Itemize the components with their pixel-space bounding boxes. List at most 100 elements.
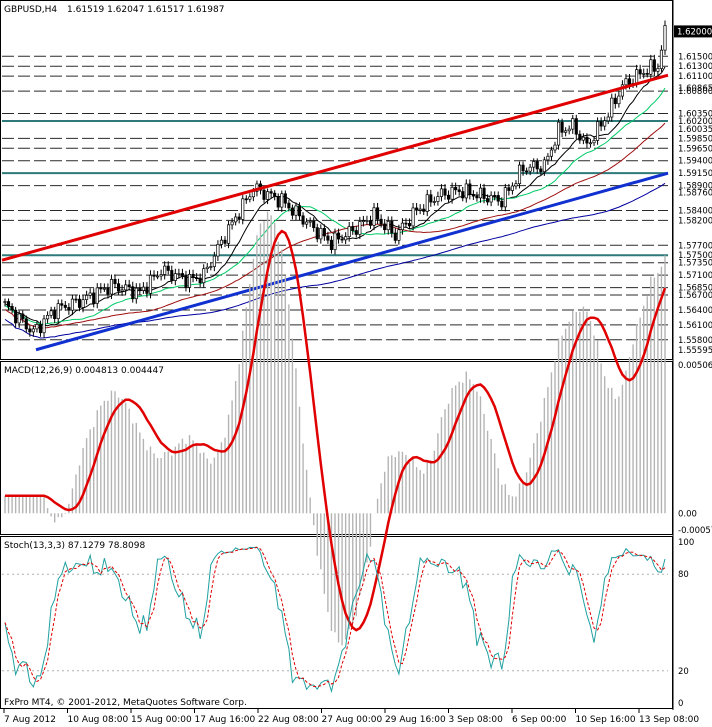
candle-body (56, 303, 60, 320)
candle-body (241, 198, 245, 220)
price-label: 1.57500 (678, 251, 712, 261)
candle-body (652, 59, 656, 72)
candle-body (390, 220, 394, 234)
time-label: 13 Sep 08:00 (639, 715, 699, 725)
candle-body (63, 304, 67, 308)
stoch-pane[interactable] (0, 536, 673, 709)
candle-body (170, 270, 174, 281)
candle-body (400, 222, 404, 231)
candle-body (564, 130, 568, 133)
candle-body (276, 196, 280, 208)
candle-body (454, 186, 458, 191)
candle-body (10, 306, 14, 311)
candle-body (354, 230, 358, 235)
candle-body (649, 59, 653, 75)
candle-body (301, 215, 305, 225)
candle-body (386, 220, 390, 231)
candle-body (404, 222, 408, 225)
candle-body (152, 274, 156, 277)
price-label: 1.59650 (678, 144, 712, 154)
candle-body (305, 221, 309, 225)
candle-body (471, 194, 475, 197)
macd-indicator: 0.00506 0.00 -0.00057 (4, 211, 712, 646)
candle-body (297, 205, 302, 217)
candle-body (219, 239, 224, 245)
macd-axis-label: 0.00 (678, 509, 697, 519)
candle-body (514, 183, 518, 187)
candle-body (517, 164, 522, 185)
candle-body (525, 170, 529, 173)
stoch-signal-line (4, 546, 666, 688)
candle-body (226, 224, 231, 244)
candle-body (77, 298, 82, 308)
stoch-axis-label: 20 (678, 667, 689, 677)
candle-body (546, 155, 550, 161)
candle-body (411, 207, 415, 227)
candle-body (205, 266, 209, 270)
price-label: 1.58200 (678, 216, 712, 226)
candle-body (521, 164, 525, 172)
price-label: 1.57100 (678, 271, 712, 281)
candle-body (500, 200, 504, 208)
price-label: 1.61300 (678, 62, 712, 72)
candle-body (659, 49, 664, 69)
macd-title: MACD(12,26,9) 0.004813 0.004447 (4, 366, 164, 376)
price-pane[interactable] (0, 0, 673, 360)
candle-body (574, 118, 578, 135)
candle-body (99, 287, 103, 290)
macd-axis-label: -0.00057 (678, 526, 712, 536)
candle-body (436, 196, 440, 202)
candle-body (269, 191, 273, 194)
candle-body (645, 73, 649, 75)
candle-body (127, 284, 131, 288)
candle-body (159, 274, 163, 277)
price-label: 1.56100 (678, 321, 712, 331)
candle-body (92, 292, 96, 304)
candle-body (588, 142, 593, 145)
time-label: 10 Aug 08:00 (68, 715, 129, 725)
candle-body (556, 121, 561, 146)
candle-body (28, 328, 32, 333)
candle-body (198, 277, 202, 284)
candle-body (216, 244, 220, 257)
price-label: 1.60865 (678, 84, 712, 94)
candle-body (351, 226, 355, 231)
candle-body (592, 140, 596, 144)
time-label: 7 Aug 2012 (4, 715, 56, 725)
price-label: 1.61500 (678, 52, 712, 62)
candle-body (31, 328, 35, 333)
candle-body (138, 287, 142, 291)
candle-body (478, 187, 483, 199)
candle-body (432, 201, 436, 203)
candle-body (422, 208, 426, 212)
price-label: 1.59850 (678, 134, 712, 144)
candle-body (496, 195, 500, 202)
moving-average-line (4, 182, 666, 339)
candle-body (230, 221, 234, 226)
candle-body (266, 191, 270, 200)
candle-body (624, 78, 628, 86)
candle-body (141, 286, 145, 291)
candle-body (606, 116, 610, 122)
stoch-axis-label: 80 (678, 570, 689, 580)
candle-body (53, 310, 57, 320)
current-price-marker (674, 25, 712, 38)
candle-body (468, 183, 472, 195)
candle-body (542, 159, 546, 173)
candle-body (461, 191, 465, 199)
candle-body (294, 205, 298, 216)
candle-body (202, 268, 206, 284)
candle-body (457, 189, 461, 192)
macd-axis-label: 0.00506 (678, 361, 712, 371)
candle-body (383, 223, 387, 231)
candle-body (148, 274, 153, 294)
candle-body (49, 310, 53, 316)
candle-body (329, 239, 334, 250)
candle-body (613, 97, 617, 105)
candle-body (67, 307, 71, 311)
time-axis: 7 Aug 2012 10 Aug 08:00 15 Aug 00:00 17 Aug… (3, 709, 699, 725)
candle-body (358, 221, 362, 235)
time-label: 29 Aug 16:00 (385, 715, 446, 725)
candle-body (493, 195, 497, 197)
